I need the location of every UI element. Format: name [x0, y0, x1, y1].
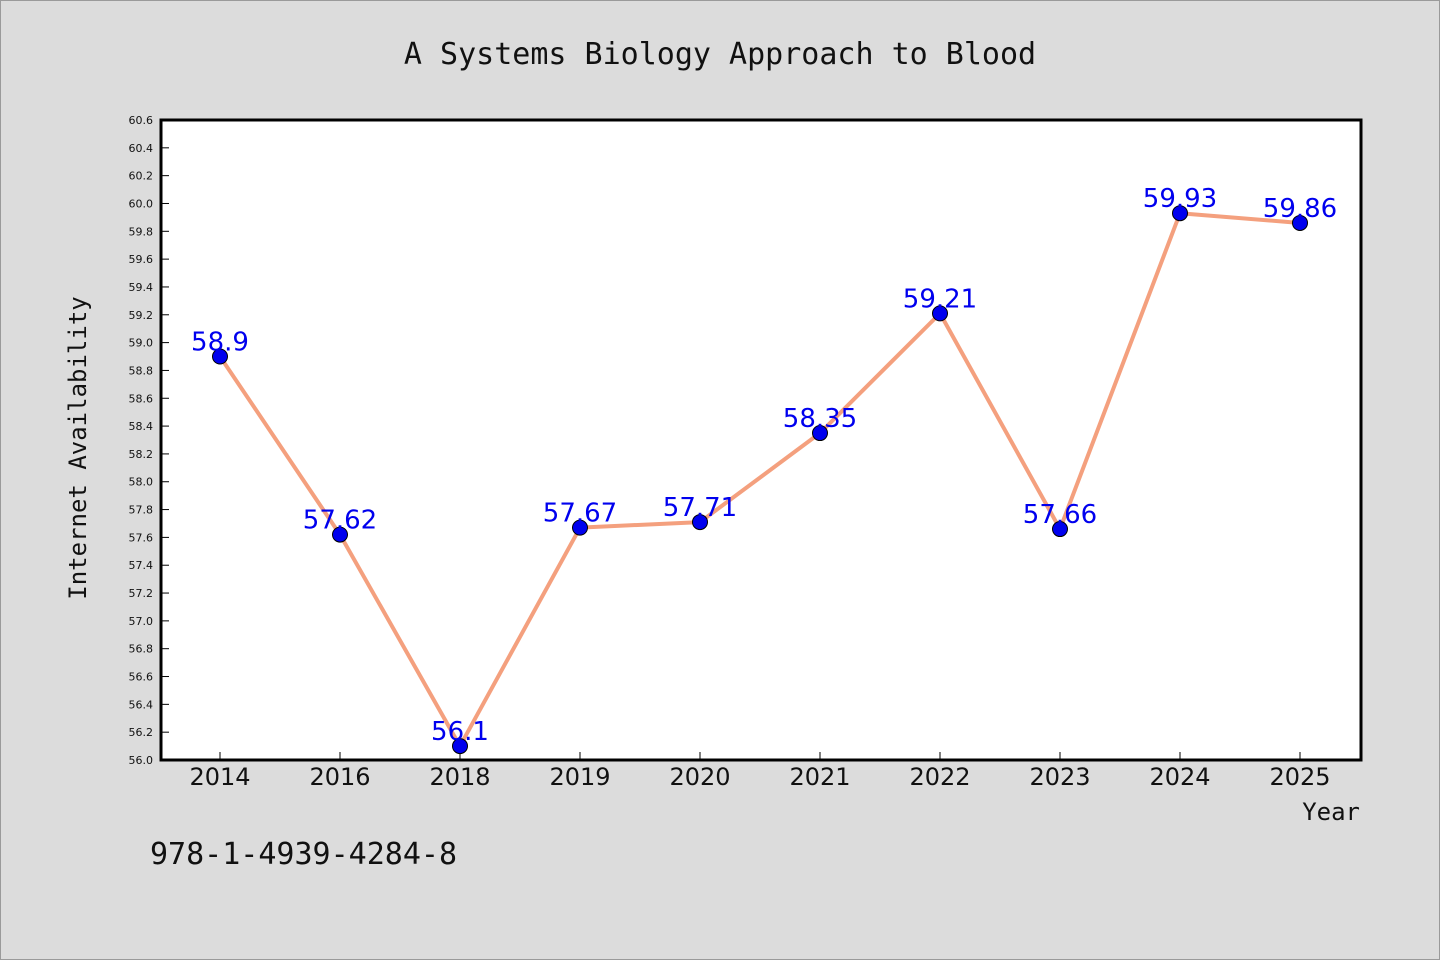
y-tick-label: 57.4	[129, 559, 154, 572]
x-tick-label: 2016	[309, 763, 370, 791]
data-point	[332, 526, 348, 543]
x-tick-label: 2022	[909, 763, 970, 791]
y-tick-label: 56.0	[129, 754, 154, 767]
y-tick-label: 56.8	[129, 643, 154, 656]
y-tick-label: 57.2	[129, 587, 154, 600]
data-point	[692, 514, 708, 531]
y-tick-label: 60.0	[129, 197, 154, 210]
y-tick-label: 58.6	[129, 392, 154, 405]
y-tick-label: 58.2	[129, 448, 154, 461]
y-axis-label: Internet Availability	[64, 296, 92, 599]
y-tick-label: 58.0	[129, 476, 154, 489]
data-label: 57.62	[303, 506, 377, 536]
data-label: 58.35	[783, 404, 857, 434]
y-tick-label: 59.2	[129, 309, 154, 322]
data-label: 59.93	[1143, 184, 1217, 214]
data-label: 56.1	[431, 717, 489, 747]
data-labels: 58.9 57.62 56.1 57.67 57.71 58.35 59.21 57.66 59…	[191, 184, 1337, 747]
data-point	[932, 305, 948, 322]
data-point	[452, 738, 468, 755]
x-tick-label: 2019	[549, 763, 610, 791]
x-tick-label: 2023	[1029, 763, 1090, 791]
data-label: 59.21	[903, 284, 977, 314]
y-tick-label: 57.0	[129, 615, 154, 628]
x-tick-label: 2014	[189, 763, 250, 791]
y-tick-label: 56.2	[129, 726, 154, 739]
x-axis: 2014 2016 2018 2019 2020 2021 2022 2023 2024 2025	[189, 752, 1331, 791]
data-point	[812, 425, 828, 442]
chart-title: A Systems Biology Approach to Blood	[404, 37, 1036, 72]
data-label: 57.71	[663, 493, 737, 523]
y-tick-label: 60.6	[129, 114, 154, 127]
y-tick-label: 57.8	[129, 504, 154, 517]
x-tick-label: 2024	[1149, 763, 1210, 791]
plot-area	[159, 118, 1363, 762]
data-point	[1172, 205, 1188, 222]
x-axis-label: Year	[1302, 798, 1360, 826]
data-point	[212, 348, 228, 365]
y-tick-label: 60.2	[129, 170, 154, 183]
y-tick-label: 58.4	[129, 420, 154, 433]
y-tick-label: 58.8	[129, 364, 154, 377]
y-axis: 56.0 56.2 56.4 56.6 56.8 57.0 57.2 57.4 57.6 57.8…	[129, 114, 169, 767]
data-label: 58.9	[191, 328, 249, 358]
y-tick-label: 56.6	[129, 671, 154, 684]
series-line	[218, 211, 1301, 749]
data-point	[1292, 214, 1308, 231]
data-series	[212, 205, 1308, 755]
isbn-text: 978-1-4939-4284-8	[150, 837, 457, 872]
x-tick-label: 2020	[669, 763, 730, 791]
y-tick-label: 57.6	[129, 531, 154, 544]
y-tick-label: 59.4	[129, 281, 154, 294]
x-tick-label: 2025	[1269, 763, 1330, 791]
data-point	[572, 519, 588, 536]
y-tick-label: 59.6	[129, 253, 154, 266]
data-label: 57.67	[543, 499, 617, 529]
y-tick-label: 60.4	[129, 142, 154, 155]
data-label: 59.86	[1263, 194, 1337, 224]
x-tick-label: 2021	[789, 763, 850, 791]
x-tick-label: 2018	[429, 763, 490, 791]
y-tick-label: 56.4	[129, 698, 154, 711]
y-tick-label: 59.8	[129, 225, 154, 238]
data-label: 57.66	[1023, 500, 1097, 530]
y-tick-label: 59.0	[129, 337, 154, 350]
data-point	[1052, 521, 1068, 538]
